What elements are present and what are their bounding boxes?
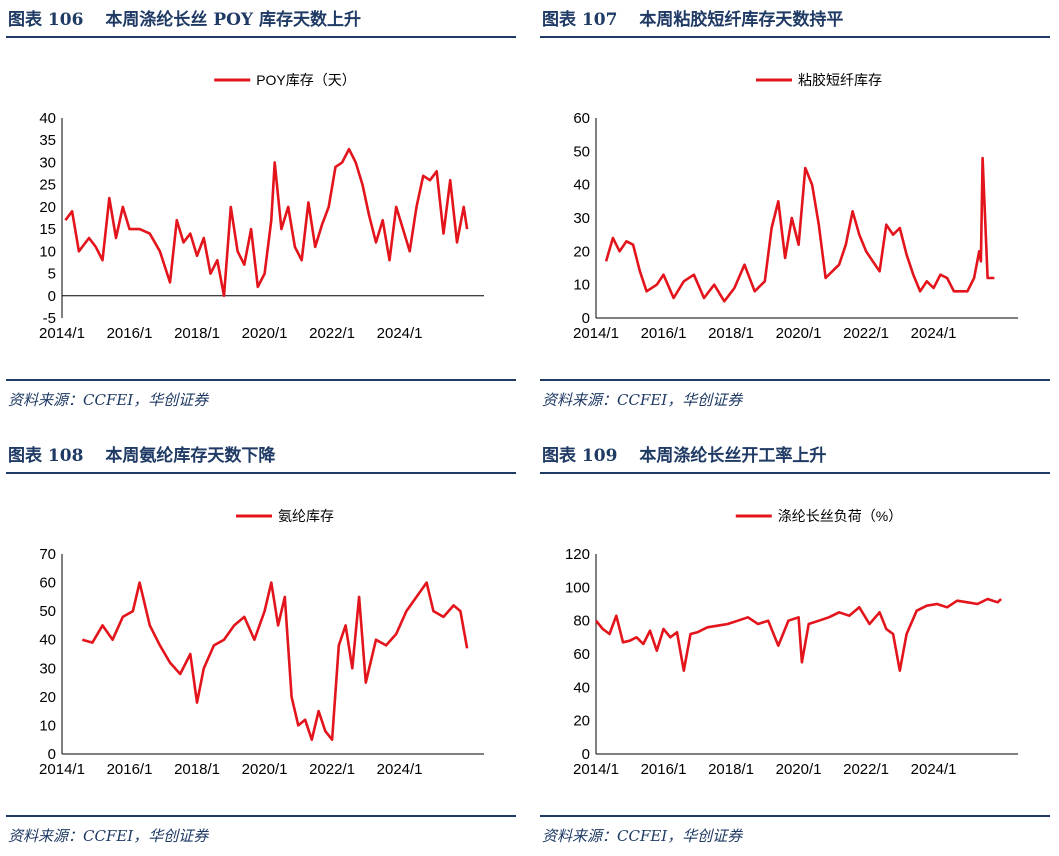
y-tick-label: 80 bbox=[573, 613, 590, 630]
y-tick-label: 120 bbox=[565, 546, 590, 563]
title-divider bbox=[540, 472, 1050, 474]
x-tick-label: 2014/1 bbox=[39, 761, 85, 778]
y-tick-label: 10 bbox=[39, 717, 56, 734]
figure-panel: 图表 106 本周涤纶长丝 POY 库存天数上升 POY库存（天） -5 0 5 10 15… bbox=[6, 0, 521, 420]
series-line bbox=[81, 581, 469, 742]
figure-title: 图表 109 本周涤纶长丝开工率上升 bbox=[542, 446, 827, 466]
title-divider bbox=[6, 472, 516, 474]
source-note: 资料来源：CCFEI，华创证券 bbox=[8, 827, 209, 845]
legend-label: 粘胶短纤库存 bbox=[798, 72, 882, 88]
source-note: 资料来源：CCFEI，华创证券 bbox=[542, 391, 743, 409]
x-tick-label: 2024/1 bbox=[377, 761, 423, 778]
x-tick-label: 2016/1 bbox=[107, 325, 153, 342]
y-tick-label: 70 bbox=[39, 546, 56, 563]
series-line bbox=[604, 156, 995, 303]
legend: 氨纶库存 bbox=[236, 508, 334, 524]
legend-label: 氨纶库存 bbox=[278, 508, 334, 524]
y-tick-label: 25 bbox=[39, 177, 56, 194]
x-tick-label: 2014/1 bbox=[573, 761, 619, 778]
x-tick-label: 2020/1 bbox=[776, 325, 822, 342]
series-line bbox=[64, 147, 469, 298]
legend: POY库存（天） bbox=[214, 72, 356, 88]
y-tick-label: 20 bbox=[573, 713, 590, 730]
y-tick-label: 40 bbox=[39, 110, 56, 127]
source-note: 资料来源：CCFEI，华创证券 bbox=[542, 827, 743, 845]
x-tick-label: 2018/1 bbox=[174, 325, 220, 342]
y-tick-label: 100 bbox=[565, 579, 590, 596]
legend-label: POY库存（天） bbox=[256, 72, 356, 88]
source-divider bbox=[6, 379, 516, 381]
y-tick-label: 0 bbox=[48, 288, 56, 305]
source-divider bbox=[6, 815, 516, 817]
x-tick-label: 2016/1 bbox=[641, 761, 687, 778]
y-tick-label: 30 bbox=[39, 154, 56, 171]
figure-title: 图表 106 本周涤纶长丝 POY 库存天数上升 bbox=[8, 10, 361, 30]
y-tick-label: 60 bbox=[39, 575, 56, 592]
x-tick-label: 2022/1 bbox=[309, 325, 355, 342]
y-tick-label: 20 bbox=[39, 199, 56, 216]
figure-title: 图表 107 本周粘胶短纤库存天数持平 bbox=[542, 10, 844, 30]
y-tick-label: 0 bbox=[582, 746, 590, 763]
y-tick-label: 10 bbox=[39, 243, 56, 260]
line-chart: 氨纶库存 0 10 20 30 40 50 60 70 2014/1 2016/1 2018/1 202… bbox=[39, 508, 484, 778]
x-tick-label: 2016/1 bbox=[107, 761, 153, 778]
x-tick-label: 2018/1 bbox=[174, 761, 220, 778]
source-divider bbox=[540, 379, 1050, 381]
y-tick-label: 10 bbox=[573, 277, 590, 294]
x-tick-label: 2020/1 bbox=[776, 761, 822, 778]
x-tick-label: 2016/1 bbox=[641, 325, 687, 342]
line-chart: POY库存（天） -5 0 5 10 15 20 25 30 35 40 2014/1 2016/1 20… bbox=[39, 72, 484, 342]
figure-panel: 图表 107 本周粘胶短纤库存天数持平 粘胶短纤库存 0 10 20 30 40 50 60 20… bbox=[540, 0, 1055, 420]
x-tick-label: 2024/1 bbox=[911, 761, 957, 778]
y-tick-label: 60 bbox=[573, 646, 590, 663]
x-tick-label: 2018/1 bbox=[708, 325, 754, 342]
y-tick-label: 30 bbox=[573, 210, 590, 227]
legend-label: 涤纶长丝负荷（%） bbox=[778, 508, 902, 524]
y-tick-label: 40 bbox=[573, 177, 590, 194]
x-tick-label: 2024/1 bbox=[377, 325, 423, 342]
y-tick-label: 50 bbox=[39, 603, 56, 620]
legend: 粘胶短纤库存 bbox=[756, 72, 882, 88]
x-tick-label: 2022/1 bbox=[843, 325, 889, 342]
y-tick-label: 50 bbox=[573, 143, 590, 160]
legend: 涤纶长丝负荷（%） bbox=[735, 508, 902, 524]
x-tick-label: 2022/1 bbox=[309, 761, 355, 778]
y-tick-label: 0 bbox=[48, 746, 56, 763]
figure-panel: 图表 109 本周涤纶长丝开工率上升 涤纶长丝负荷（%） 0 20 40 60 80 100 1… bbox=[540, 436, 1055, 856]
figure-panel: 图表 108 本周氨纶库存天数下降 氨纶库存 0 10 20 30 40 50 60 70 2014… bbox=[6, 436, 521, 856]
y-tick-label: 5 bbox=[48, 266, 56, 283]
y-tick-label: 20 bbox=[573, 243, 590, 260]
y-tick-label: 60 bbox=[573, 110, 590, 127]
y-tick-label: 40 bbox=[573, 679, 590, 696]
title-divider bbox=[540, 36, 1050, 38]
line-chart: 涤纶长丝负荷（%） 0 20 40 60 80 100 120 2014/1 2016/1 2018… bbox=[565, 508, 1018, 778]
y-tick-label: 0 bbox=[582, 310, 590, 327]
y-tick-label: 15 bbox=[39, 221, 56, 238]
x-tick-label: 2020/1 bbox=[242, 325, 288, 342]
y-tick-label: 35 bbox=[39, 132, 56, 149]
y-tick-label: -5 bbox=[43, 310, 56, 327]
line-chart: 粘胶短纤库存 0 10 20 30 40 50 60 2014/1 2016/1 2018/1 202… bbox=[573, 72, 1018, 342]
title-divider bbox=[6, 36, 516, 38]
x-tick-label: 2020/1 bbox=[242, 761, 288, 778]
y-tick-label: 30 bbox=[39, 660, 56, 677]
x-tick-label: 2024/1 bbox=[911, 325, 957, 342]
x-tick-label: 2018/1 bbox=[708, 761, 754, 778]
source-note: 资料来源：CCFEI，华创证券 bbox=[8, 391, 209, 409]
source-divider bbox=[540, 815, 1050, 817]
y-tick-label: 40 bbox=[39, 632, 56, 649]
series-line bbox=[594, 597, 1003, 672]
x-tick-label: 2022/1 bbox=[843, 761, 889, 778]
y-tick-label: 20 bbox=[39, 689, 56, 706]
x-tick-label: 2014/1 bbox=[39, 325, 85, 342]
figure-title: 图表 108 本周氨纶库存天数下降 bbox=[8, 446, 276, 466]
x-tick-label: 2014/1 bbox=[573, 325, 619, 342]
